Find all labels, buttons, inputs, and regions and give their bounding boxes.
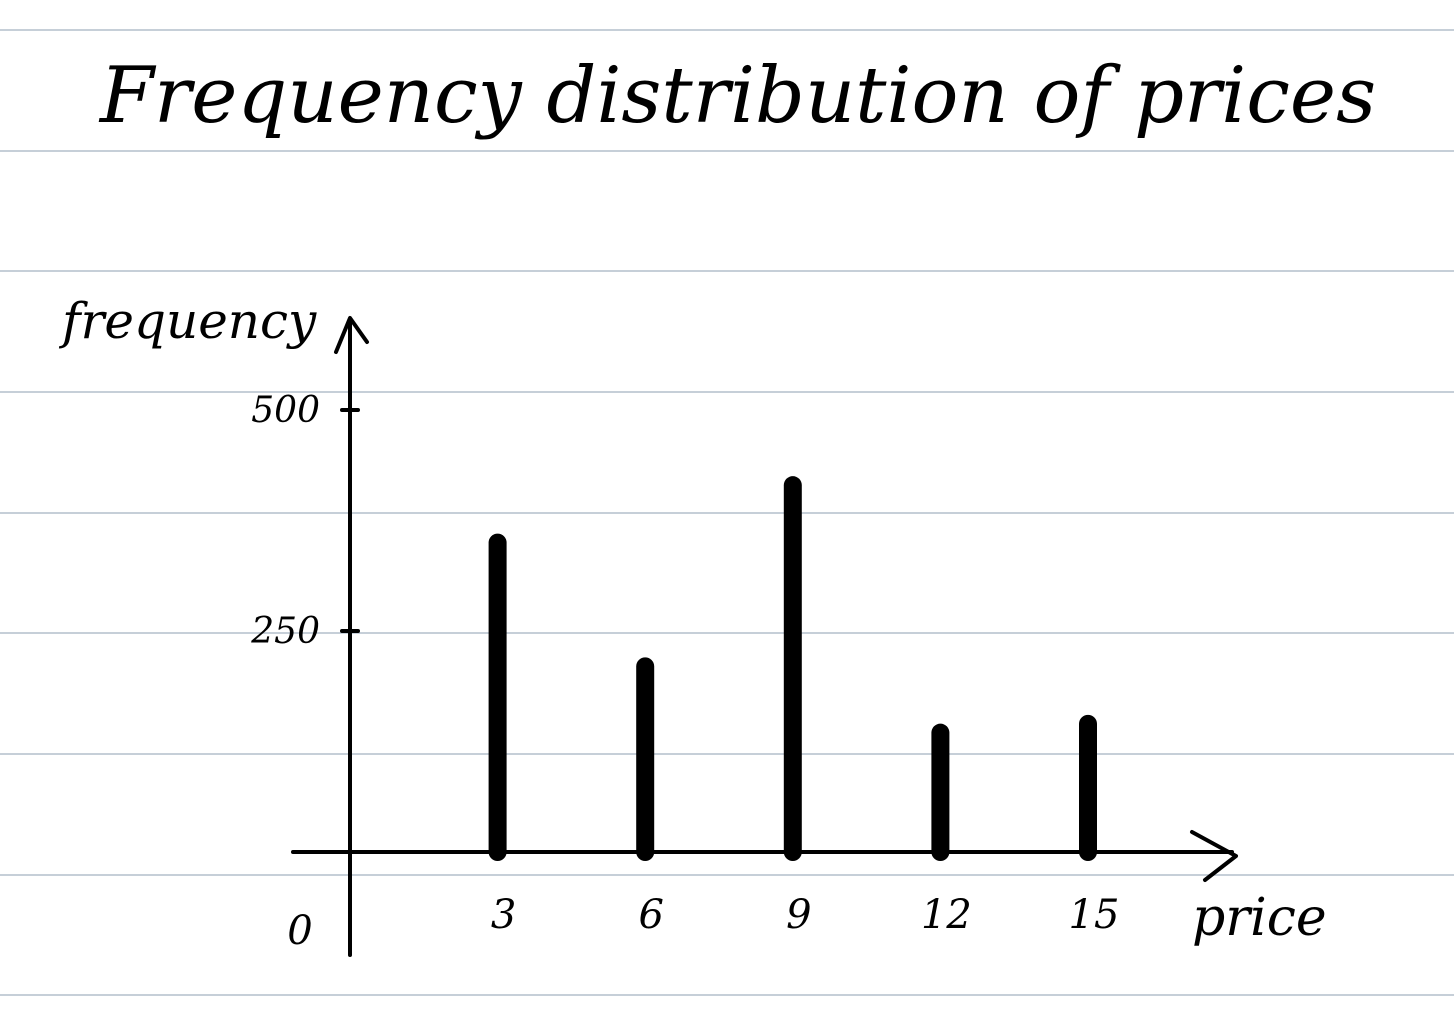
x-tick-label-6: 6 (638, 892, 663, 938)
x-axis-label: price (1192, 888, 1327, 948)
chart-title: Frequency distribution of prices (98, 51, 1376, 141)
y-axis-arrowhead (334, 316, 369, 354)
x-tick-label-12: 12 (921, 892, 972, 938)
x-axis-arrowhead (1190, 830, 1238, 882)
x-tick-label-15: 15 (1069, 892, 1120, 938)
origin-label: 0 (287, 908, 312, 954)
y-tick-label-250: 250 (250, 611, 320, 652)
x-tick-labels: 3 6 9 12 15 (491, 892, 1120, 938)
axes (291, 316, 1238, 957)
bars (488, 476, 1097, 861)
ruled-lines (0, 29, 1454, 996)
y-ticks: 500 250 (250, 390, 360, 652)
x-tick-label-9: 9 (786, 892, 811, 938)
y-axis-label: frequency (58, 292, 317, 350)
x-tick-label-3: 3 (491, 892, 516, 938)
y-tick-label-500: 500 (251, 390, 320, 431)
